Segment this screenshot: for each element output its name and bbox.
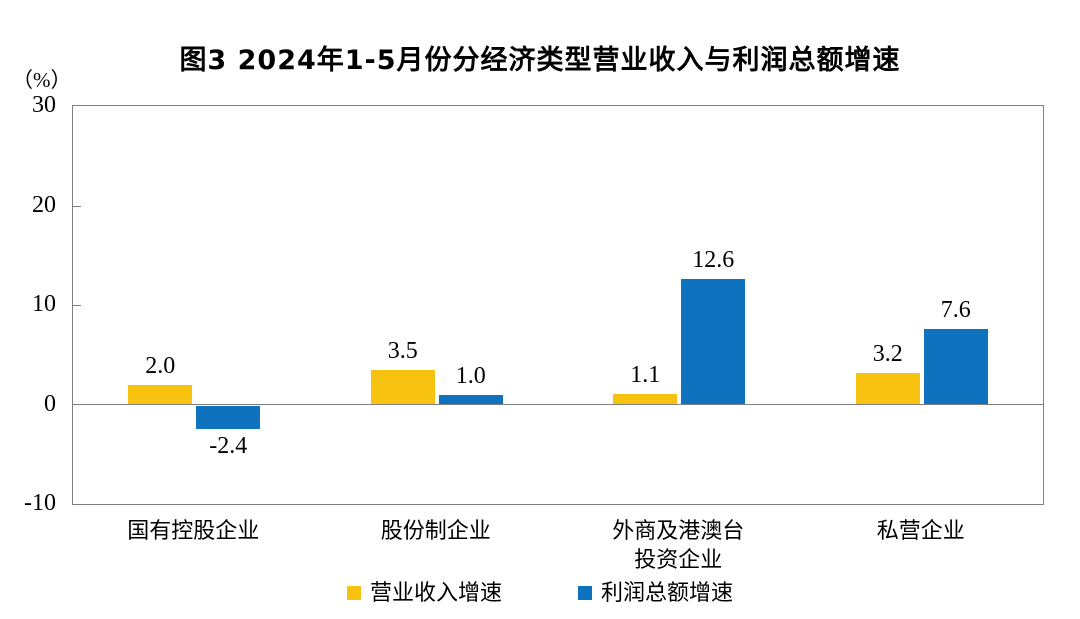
legend-label: 利润总额增速 <box>601 580 734 605</box>
y-axis-unit-label: （%） <box>12 68 72 92</box>
y-tick-label: 30 <box>32 92 56 118</box>
category-label-外商及港澳台投资企业: 外商及港澳台 投资企业 <box>612 518 745 572</box>
category-label-国有控股企业: 国有控股企业 <box>127 518 260 543</box>
bar-营业收入增速-国有控股企业 <box>128 384 193 405</box>
y-tick-label: 0 <box>44 390 56 417</box>
bar-营业收入增速-私营企业 <box>855 372 920 405</box>
bar-利润总额增速-私营企业 <box>923 328 988 405</box>
bar-value-label: 3.5 <box>387 337 418 364</box>
legend-swatch-利润总额增速 <box>578 586 592 600</box>
y-tick-label: -10 <box>24 490 56 516</box>
bar-利润总额增速-股份制企业 <box>438 394 503 405</box>
y-tick-mark <box>73 305 81 306</box>
chart-legend: 营业收入增速 利润总额增速 <box>0 580 1080 606</box>
bar-value-label: 1.1 <box>630 361 661 388</box>
bar-营业收入增速-外商及港澳台投资企业 <box>613 393 678 405</box>
legend-label: 营业收入增速 <box>369 580 502 605</box>
bar-value-label: 3.2 <box>872 340 903 367</box>
zero-gridline <box>73 404 1043 405</box>
bar-value-label: 1.0 <box>455 362 486 389</box>
bar-营业收入增速-股份制企业 <box>370 369 435 405</box>
bar-value-label: 2.0 <box>145 352 176 379</box>
plot-area: 2.0 -2.4 3.5 1.0 1.1 12.6 3.2 7.6 <box>72 105 1044 505</box>
y-tick-label: 20 <box>32 191 56 218</box>
category-label-股份制企业: 股份制企业 <box>380 518 491 543</box>
bar-value-label: 12.6 <box>692 247 735 274</box>
chart-title: 图3 2024年1-5月份分经济类型营业收入与利润总额增速 <box>179 45 901 76</box>
legend-item-营业收入增速: 营业收入增速 <box>346 580 502 606</box>
bar-value-label: 7.6 <box>940 296 971 323</box>
category-label-私营企业: 私营企业 <box>876 518 965 543</box>
y-tick-mark <box>73 205 81 207</box>
legend-item-利润总额增速: 利润总额增速 <box>578 580 733 606</box>
legend-swatch-营业收入增速 <box>346 586 361 600</box>
bar-利润总额增速-外商及港澳台投资企业 <box>681 279 746 405</box>
bar-value-label: -2.4 <box>209 433 248 460</box>
y-tick-label: 10 <box>32 291 56 317</box>
bar-利润总额增速-国有控股企业 <box>196 405 261 430</box>
